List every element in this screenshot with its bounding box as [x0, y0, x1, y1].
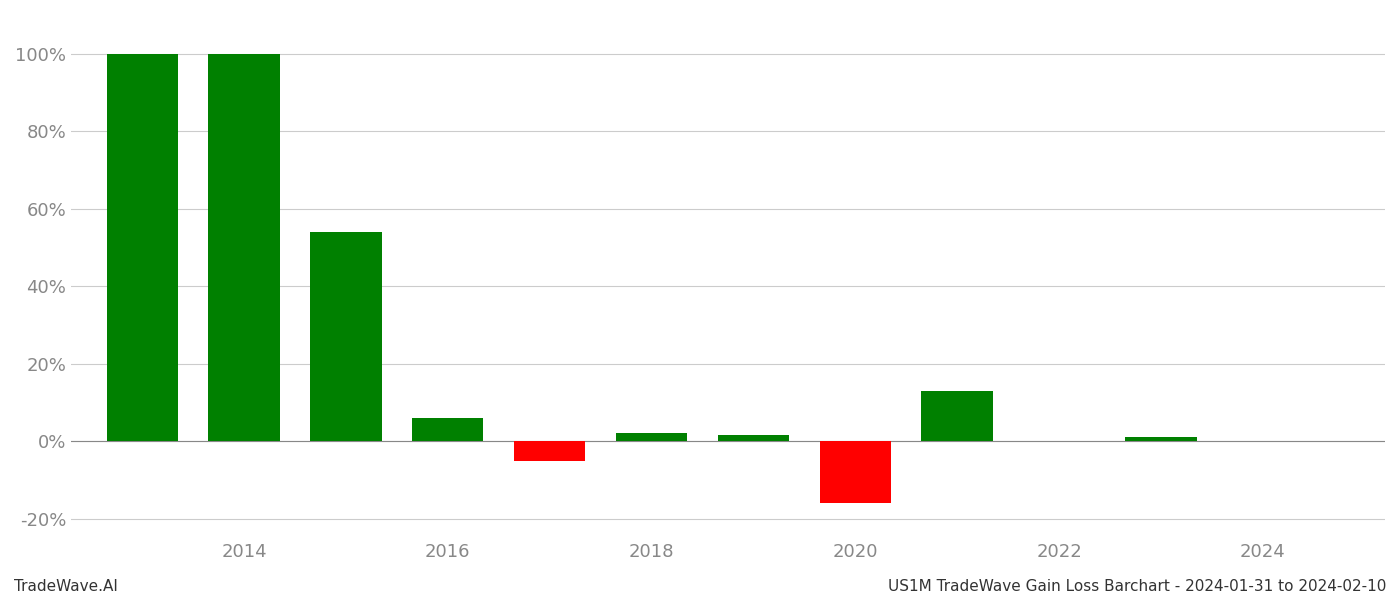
Bar	[921, 391, 993, 441]
Bar	[106, 54, 178, 441]
Bar	[718, 436, 790, 441]
Text: US1M TradeWave Gain Loss Barchart - 2024-01-31 to 2024-02-10: US1M TradeWave Gain Loss Barchart - 2024…	[888, 579, 1386, 594]
Bar	[209, 54, 280, 441]
Bar	[1126, 437, 1197, 441]
Bar	[311, 232, 382, 441]
Bar	[412, 418, 483, 441]
Bar	[616, 433, 687, 441]
Bar	[819, 441, 890, 503]
Bar	[514, 441, 585, 461]
Text: TradeWave.AI: TradeWave.AI	[14, 579, 118, 594]
